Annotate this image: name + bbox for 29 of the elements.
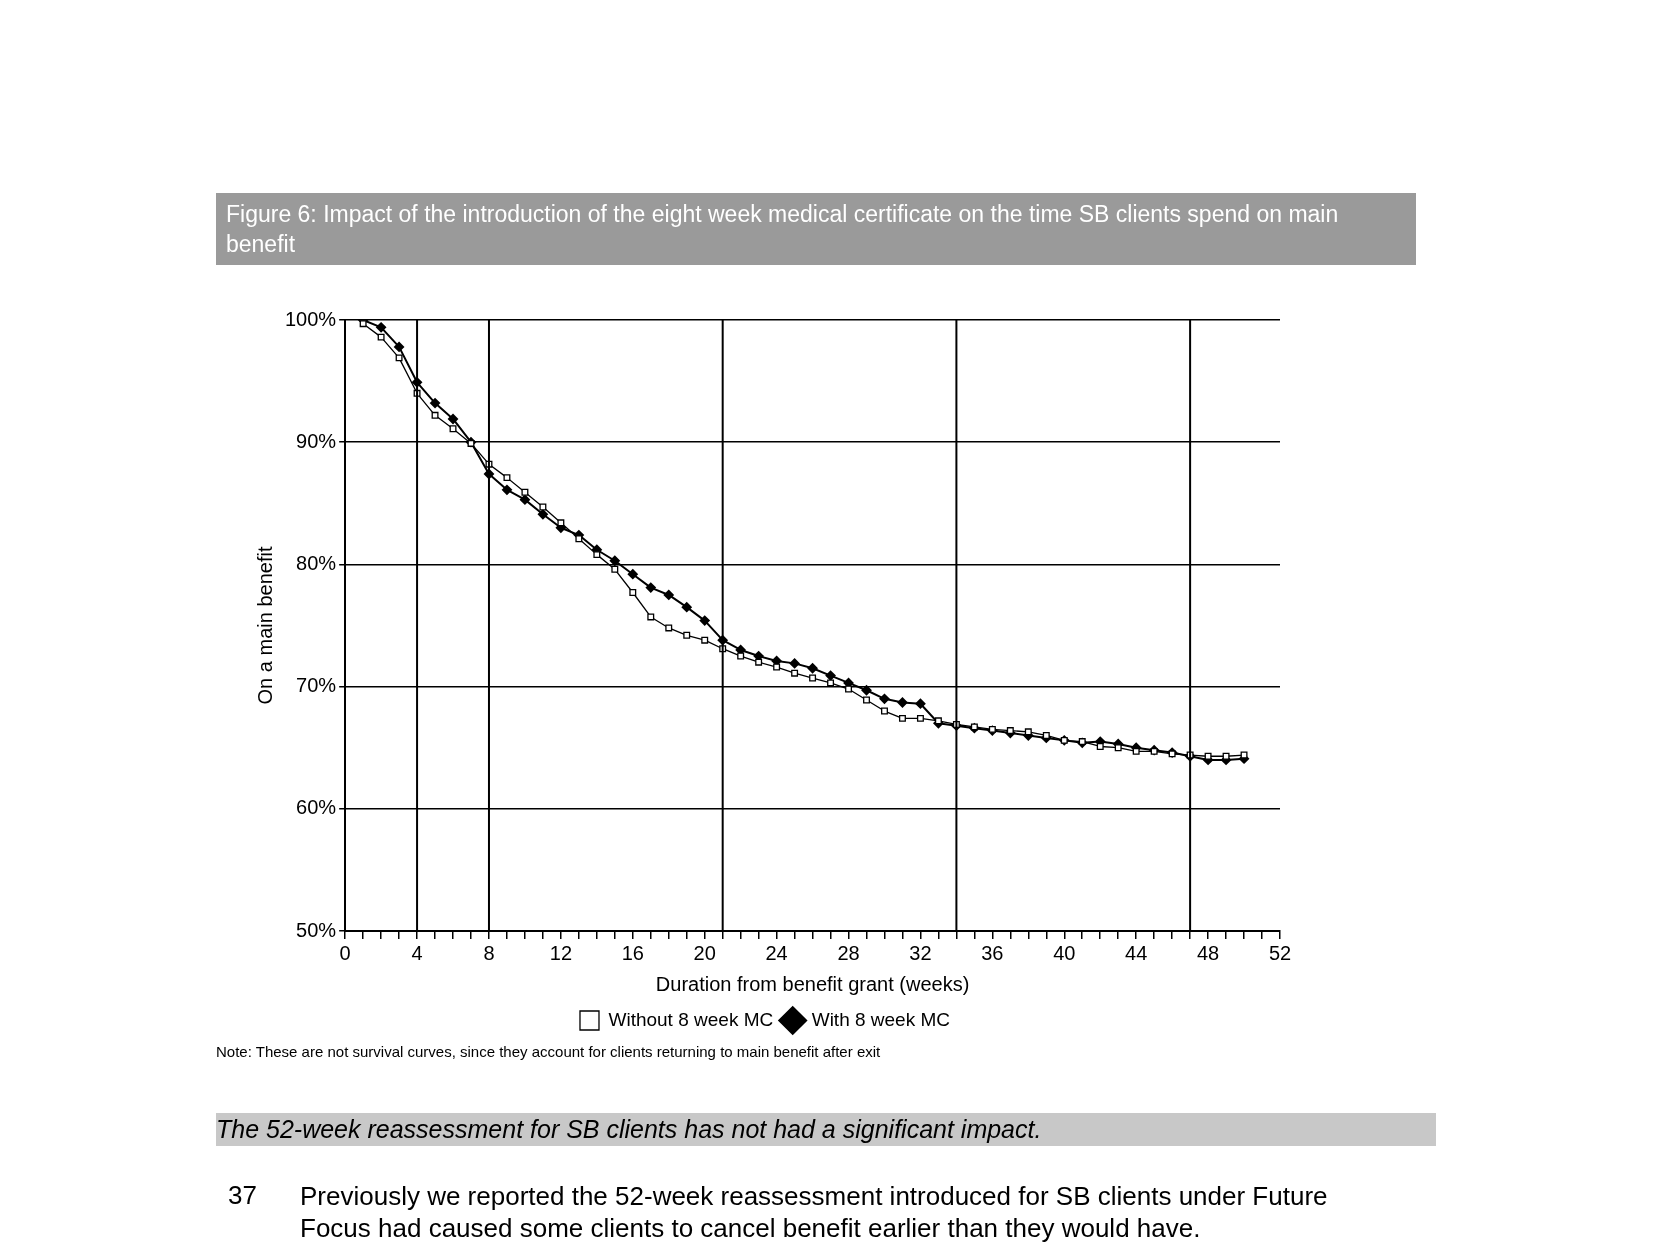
x-tick-label: 4 [411,941,423,964]
x-tick-label: 52 [1268,941,1292,964]
y-axis-title: On a main benefit [253,546,276,705]
x-tick-label: 44 [1125,941,1148,964]
y-tick-label: 60% [296,796,337,819]
x-tick-label: 16 [621,941,644,964]
x-tick-label: 24 [765,941,788,964]
text: The 52-week reassessment for SB clients has not had a significant impact. [216,1113,1436,1146]
x-axis-title: Duration from benefit grant (weeks) [655,972,970,995]
legend-label: With 8 week MC [811,1008,951,1030]
x-tick-label: 0 [339,941,351,964]
y-tick-label: 100% [285,307,337,330]
x-tick-label: 32 [909,941,932,964]
y-tick-label: 70% [296,674,337,697]
x-tick-label: 40 [1053,941,1076,964]
x-tick-label: 28 [837,941,860,964]
text: Previously we reported the 52-week reassessment introduced for SB clients under Future Focus had caused some clients to cancel benefit earlier than they would have. [300,1180,1329,1244]
text: Note: These are not survival curves, since they account for clients returning to main benefit after exit [216,1043,881,1060]
x-tick-label: 36 [981,941,1004,964]
y-tick-label: 50% [296,918,337,941]
text: 37 [228,1180,257,1211]
x-tick-label: 8 [483,941,495,964]
x-tick-label: 12 [549,941,573,964]
legend-label: Without 8 week MC [608,1008,774,1030]
y-tick-label: 80% [296,551,337,574]
x-tick-label: 48 [1196,941,1220,964]
y-tick-label: 90% [296,429,337,452]
x-tick-label: 20 [693,941,716,964]
chart-title: Figure 6: Impact of the introduction of the eight week medical certificate on the time SB clients spend on main benefit [216,193,1416,265]
